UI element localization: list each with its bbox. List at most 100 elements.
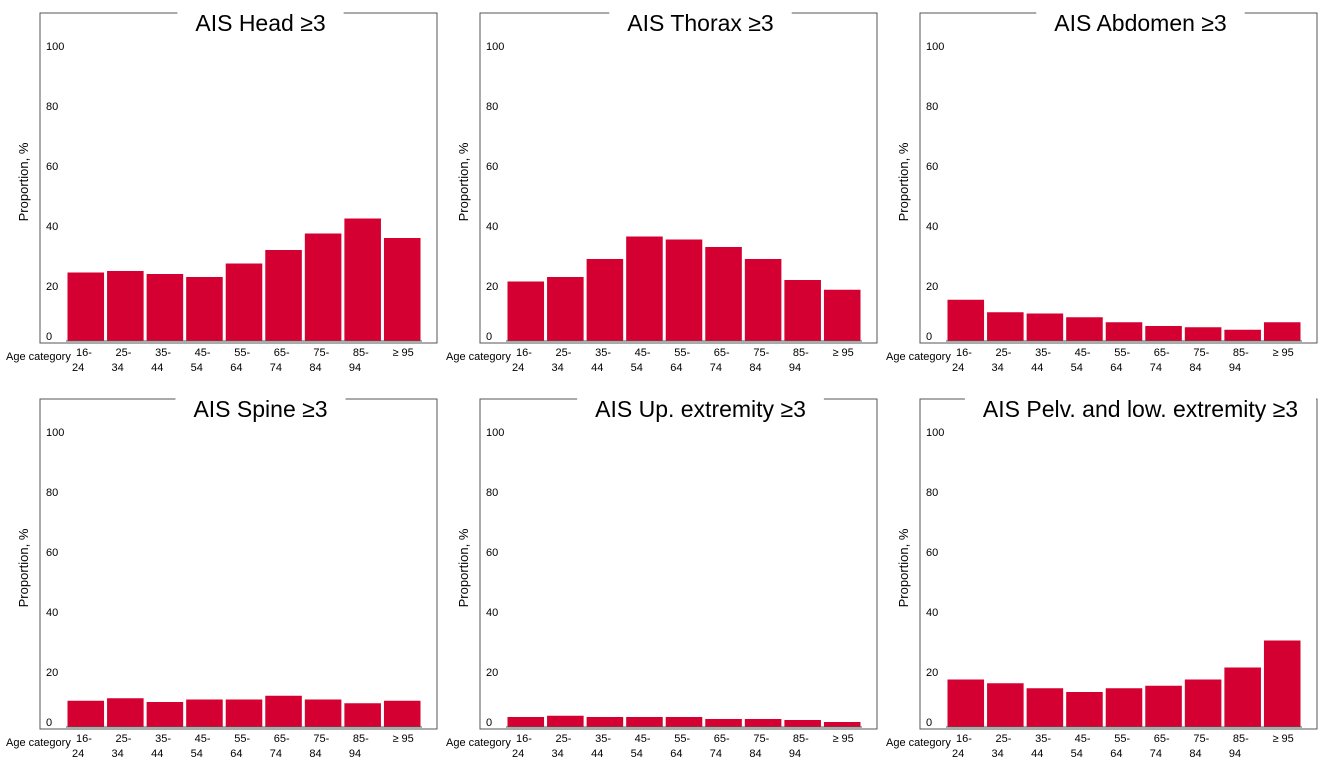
y-tick-label: 60 — [486, 547, 498, 559]
x-tick-label: 85- — [353, 347, 369, 359]
x-tick-label: 74 — [710, 362, 722, 374]
x-tick-label: 74 — [1150, 362, 1162, 374]
x-tick-label: 64 — [670, 748, 682, 760]
x-tick-label: 65- — [1154, 733, 1170, 745]
x-tick-label: 44 — [591, 748, 603, 760]
y-tick-label: 60 — [486, 161, 498, 173]
x-tick-label: 16- — [76, 347, 92, 359]
x-tick-label: 94 — [349, 748, 361, 760]
chart-panel-spine: AIS Spine ≥3 Proportion, % 0 20 40 60 80 100 Age… — [0, 386, 440, 766]
x-tick-label: 34 — [992, 748, 1004, 760]
y-axis-label: Proportion, % — [896, 528, 911, 607]
x-tick-label: 54 — [191, 748, 203, 760]
chart-title: AIS Spine ≥3 — [193, 396, 327, 422]
y-tick-label: 0 — [46, 331, 52, 343]
x-tick-label: 25- — [996, 733, 1012, 745]
title-gap — [964, 397, 1317, 403]
bar — [665, 717, 703, 727]
y-tick-label: 100 — [486, 41, 504, 53]
x-tick-label: 64 — [670, 362, 682, 374]
y-tick-label: 80 — [926, 101, 938, 113]
bar — [507, 717, 545, 727]
x-tick-label: 55- — [674, 733, 690, 745]
title-gap — [175, 397, 346, 403]
x-tick-label: 35- — [1035, 733, 1051, 745]
bar — [67, 272, 105, 341]
x-tick-label: 45- — [635, 733, 651, 745]
chart-svg: AIS Pelv. and low. extremity ≥3 Proportio… — [886, 396, 1318, 760]
x-tick-label: 94 — [1229, 748, 1241, 760]
bar — [1224, 667, 1261, 727]
x-tick-label: 74 — [710, 748, 722, 760]
y-axis-label: Proportion, % — [456, 142, 471, 221]
bar — [744, 259, 782, 341]
x-tick-label: 75- — [1193, 347, 1209, 359]
x-tick-label: 94 — [789, 362, 801, 374]
bar — [586, 717, 624, 727]
y-tick-label: 80 — [46, 101, 58, 113]
bar — [225, 263, 263, 341]
bar — [823, 289, 861, 341]
chart-panel-upper-extremity: AIS Up. extremity ≥3 Proportion, % 0 20 40 60… — [440, 386, 880, 766]
y-tick-label: 60 — [926, 161, 938, 173]
bar — [1145, 326, 1182, 341]
y-tick-label: 100 — [926, 41, 944, 53]
bar — [1066, 317, 1103, 341]
bar — [107, 698, 144, 727]
x-tick-label: 84 — [749, 362, 761, 374]
plot-frame — [919, 12, 1318, 344]
chart-svg: AIS Spine ≥3 Proportion, % 0 20 40 60 80 100 Age… — [6, 396, 438, 760]
y-axis-label: Proportion, % — [456, 528, 471, 607]
x-axis-label: Age category — [886, 351, 951, 363]
x-tick-label: 16- — [516, 347, 532, 359]
x-tick-label: 35- — [1035, 347, 1051, 359]
x-tick-label: 75- — [313, 347, 329, 359]
y-tick-label: 20 — [46, 667, 58, 679]
y-tick-label: 60 — [46, 547, 58, 559]
x-tick-label: 75- — [313, 733, 329, 745]
x-tick-label: 65- — [714, 733, 730, 745]
title-gap — [577, 397, 824, 403]
bar — [107, 271, 144, 341]
y-tick-label: 20 — [486, 281, 498, 293]
x-tick-label: 85- — [353, 733, 369, 745]
x-tick-label: 25- — [556, 347, 572, 359]
x-tick-label: 65- — [274, 347, 290, 359]
y-tick-label: 20 — [926, 667, 938, 679]
x-tick-label: 16- — [956, 347, 972, 359]
title-gap — [1036, 11, 1245, 17]
x-tick-label: ≥ 95 — [832, 733, 853, 745]
x-tick-label: 54 — [631, 748, 643, 760]
y-tick-label: 100 — [926, 427, 944, 439]
x-tick-label: 35- — [595, 733, 611, 745]
chart-title: AIS Thorax ≥3 — [627, 10, 773, 36]
bar — [186, 699, 223, 727]
x-tick-label: 24 — [72, 362, 84, 374]
x-tick-label: 35- — [155, 347, 171, 359]
bar — [547, 715, 584, 727]
bar — [1184, 679, 1222, 727]
y-tick-label: 20 — [926, 281, 938, 293]
x-tick-label: 54 — [631, 362, 643, 374]
bar — [665, 239, 703, 341]
x-tick-label: 55- — [234, 733, 250, 745]
bar — [146, 274, 184, 341]
x-axis-label: Age category — [446, 737, 511, 749]
bar — [1105, 688, 1143, 727]
bar — [987, 683, 1024, 727]
bar — [744, 719, 782, 727]
x-tick-label: ≥ 95 — [832, 347, 853, 359]
x-tick-label: 65- — [714, 347, 730, 359]
bar — [265, 250, 302, 341]
x-tick-label: 84 — [309, 362, 321, 374]
x-tick-label: 65- — [1154, 347, 1170, 359]
x-tick-label: 64 — [230, 748, 242, 760]
x-tick-label: 55- — [674, 347, 690, 359]
x-tick-label: 45- — [635, 347, 651, 359]
chart-svg: AIS Head ≥3 Proportion, % 0 20 40 60 80 100 Age … — [6, 10, 438, 374]
x-axis-label: Age category — [6, 737, 71, 749]
bar — [1026, 313, 1064, 341]
x-tick-label: 55- — [1114, 347, 1130, 359]
y-tick-label: 0 — [926, 331, 932, 343]
x-tick-label: 25- — [116, 733, 132, 745]
